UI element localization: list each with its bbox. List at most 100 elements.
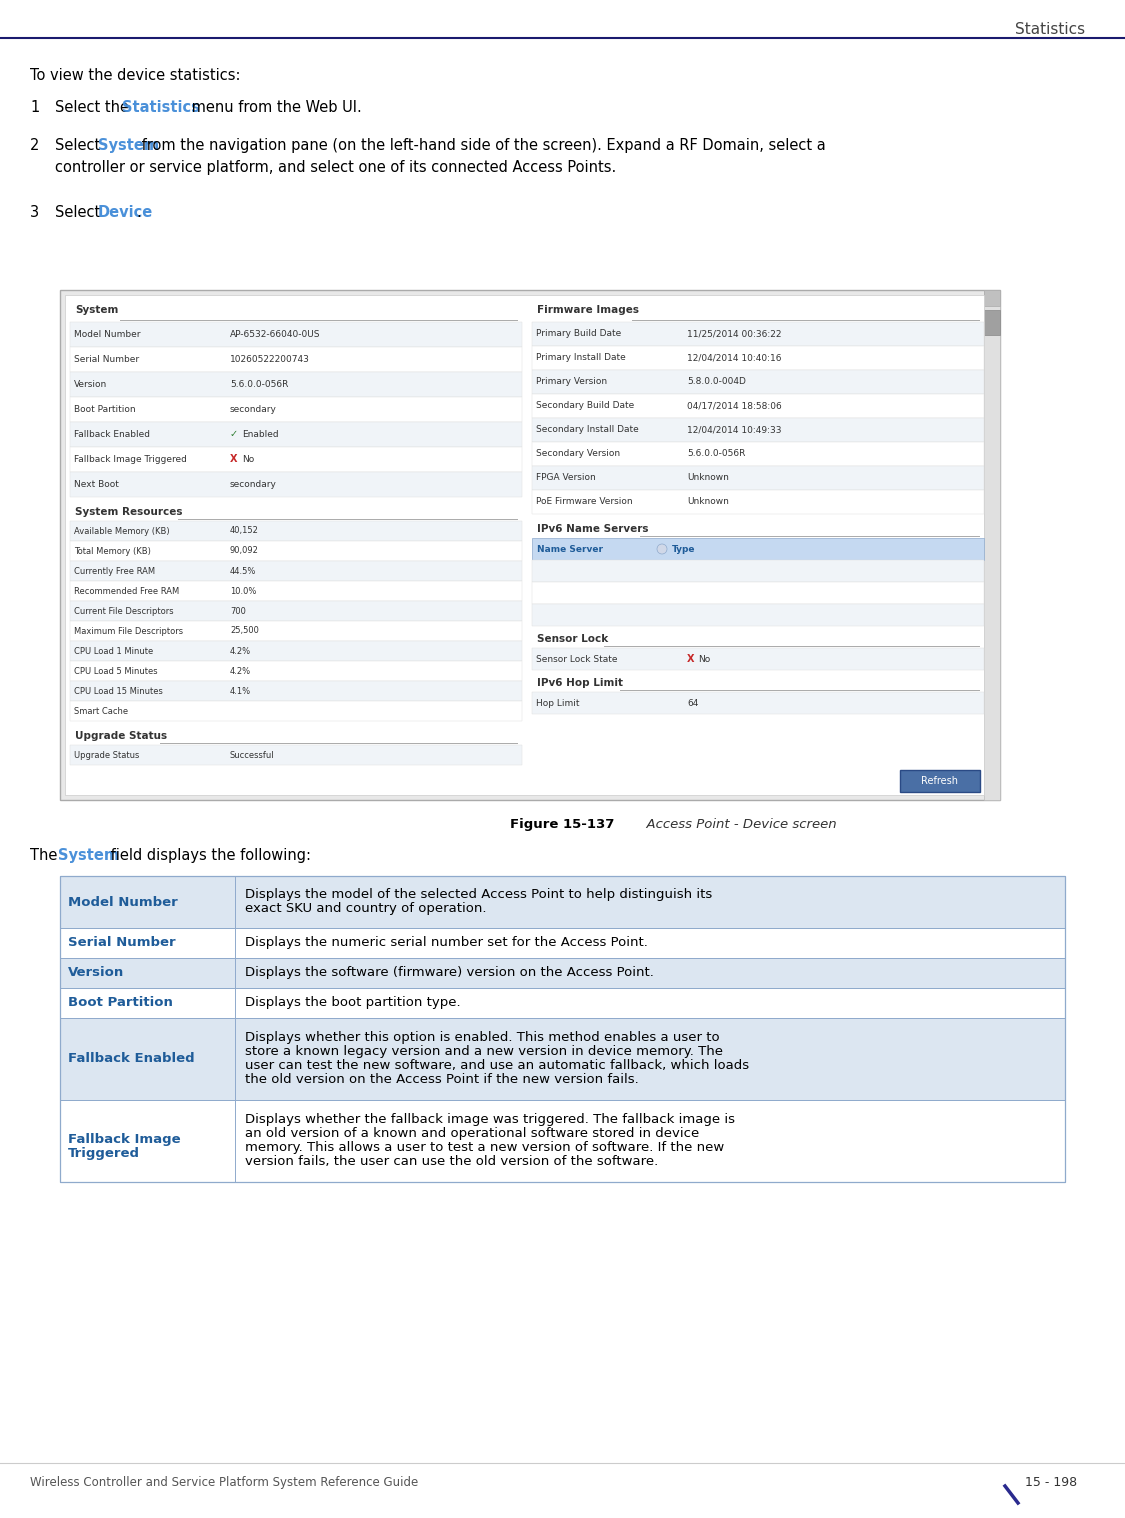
Text: 5.6.0.0-056R: 5.6.0.0-056R [687,449,746,458]
Text: System: System [98,138,159,153]
Bar [60,876,1065,1183]
Text: memory. This allows a user to test a new version of software. If the new: memory. This allows a user to test a new… [245,1142,724,1154]
Text: Sensor Lock: Sensor Lock [537,635,609,644]
Text: Serial Number: Serial Number [68,937,176,949]
Circle shape [657,543,667,554]
Text: 64: 64 [687,698,699,707]
Bar [70,745,522,765]
Bar [65,294,984,795]
Text: 1: 1 [30,100,39,115]
Bar [70,621,522,641]
Text: from the navigation pane (on the left-hand side of the screen). Expand a RF Doma: from the navigation pane (on the left-ha… [137,138,826,153]
Text: Primary Build Date: Primary Build Date [536,329,621,339]
Text: CPU Load 1 Minute: CPU Load 1 Minute [74,647,153,656]
Bar [70,660,522,682]
Text: Displays the software (firmware) version on the Access Point.: Displays the software (firmware) version… [245,965,654,979]
Text: Serial Number: Serial Number [74,355,140,364]
Text: Statistics: Statistics [1015,21,1084,36]
Text: System Resources: System Resources [75,507,182,518]
Text: 5.8.0.0-004D: 5.8.0.0-004D [687,378,746,387]
Bar [60,876,1065,927]
Text: 10.0%: 10.0% [229,586,256,595]
Bar [532,581,984,604]
Text: 4.2%: 4.2% [229,666,251,676]
Text: Name Server: Name Server [537,545,603,554]
Text: 700: 700 [229,607,246,615]
Text: field displays the following:: field displays the following: [106,849,310,864]
Text: Displays whether this option is enabled. This method enables a user to: Displays whether this option is enabled.… [245,1031,720,1044]
Text: exact SKU and country of operation.: exact SKU and country of operation. [245,902,486,915]
Text: Boot Partition: Boot Partition [74,405,136,414]
Text: 11/25/2014 00:36:22: 11/25/2014 00:36:22 [687,329,782,339]
Text: Statistics: Statistics [123,100,200,115]
Text: Enabled: Enabled [242,430,279,439]
Text: X: X [229,454,237,465]
Bar [60,290,1000,800]
Text: Hop Limit: Hop Limit [536,698,579,707]
Bar [70,601,522,621]
Text: No: No [242,455,254,465]
Bar [60,1019,1065,1101]
Text: 3: 3 [30,205,39,220]
Text: The: The [30,849,62,864]
Bar [70,446,522,472]
Bar [532,442,984,466]
Bar [70,540,522,562]
Text: Upgrade Status: Upgrade Status [74,750,140,759]
Text: Select: Select [55,138,105,153]
Bar [70,348,522,372]
Bar [532,537,984,560]
Bar [70,521,522,540]
Text: PoE Firmware Version: PoE Firmware Version [536,498,632,507]
Text: 12/04/2014 10:49:33: 12/04/2014 10:49:33 [687,425,782,434]
Text: an old version of a known and operational software stored in device: an old version of a known and operationa… [245,1126,700,1140]
Bar [532,560,984,581]
Bar [984,290,1000,800]
Text: Access Point - Device screen: Access Point - Device screen [638,818,837,830]
Text: version fails, the user can use the old version of the software.: version fails, the user can use the old … [245,1155,658,1167]
Text: Triggered: Triggered [68,1148,140,1160]
Text: Displays the numeric serial number set for the Access Point.: Displays the numeric serial number set f… [245,937,648,949]
Text: 40,152: 40,152 [229,527,259,536]
Text: Currently Free RAM: Currently Free RAM [74,566,155,575]
Text: 15 - 198: 15 - 198 [1025,1475,1077,1489]
Text: 12/04/2014 10:40:16: 12/04/2014 10:40:16 [687,354,782,363]
Text: Secondary Install Date: Secondary Install Date [536,425,639,434]
Text: Sensor Lock State: Sensor Lock State [536,654,618,663]
Text: Fallback Image: Fallback Image [68,1132,181,1146]
Bar [60,1101,1065,1183]
Text: Total Memory (KB): Total Memory (KB) [74,546,151,556]
Text: 2: 2 [30,138,39,153]
Bar [60,988,1065,1019]
Text: Current File Descriptors: Current File Descriptors [74,607,173,615]
Text: Secondary Build Date: Secondary Build Date [536,401,634,410]
Text: Device: Device [98,205,153,220]
Bar [532,370,984,395]
Text: Primary Install Date: Primary Install Date [536,354,626,363]
Text: 4.2%: 4.2% [229,647,251,656]
Text: 25,500: 25,500 [229,627,259,636]
Bar [532,466,984,490]
Text: IPv6 Name Servers: IPv6 Name Servers [537,524,648,534]
Bar [70,562,522,581]
Text: secondary: secondary [229,405,277,414]
Bar [900,770,980,792]
Text: Fallback Enabled: Fallback Enabled [74,430,150,439]
Text: AP-6532-66040-0US: AP-6532-66040-0US [229,329,321,339]
Bar [532,417,984,442]
Text: 44.5%: 44.5% [229,566,256,575]
Text: Boot Partition: Boot Partition [68,996,173,1009]
Bar [70,472,522,496]
Text: Unknown: Unknown [687,474,729,483]
Bar [532,692,984,713]
Text: Version: Version [68,967,124,979]
Text: menu from the Web UI.: menu from the Web UI. [187,100,362,115]
Text: Recommended Free RAM: Recommended Free RAM [74,586,179,595]
Bar [70,682,522,701]
Text: No: No [698,654,710,663]
Bar [532,395,984,417]
Bar [532,604,984,625]
Text: Smart Cache: Smart Cache [74,706,128,715]
Bar [70,322,522,348]
Bar [984,310,1000,335]
